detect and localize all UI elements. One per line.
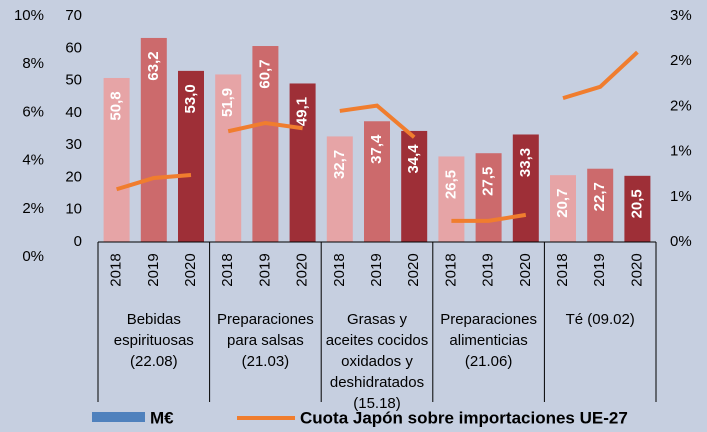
bar <box>103 77 130 242</box>
group-label: Preparaciones <box>440 311 537 328</box>
bar <box>215 74 242 243</box>
group-label: (21.06) <box>465 353 513 370</box>
bar <box>550 175 576 242</box>
value-label: 50,8 <box>108 91 125 120</box>
value-label: 26,5 <box>442 170 459 199</box>
value-label: 37,4 <box>368 134 385 164</box>
y-tick-label: 10 <box>65 201 82 218</box>
bar <box>624 175 651 242</box>
value-label: 63,2 <box>145 51 162 80</box>
x-tick-label: 2020 <box>517 253 534 286</box>
y3-tick-label: 2% <box>22 200 44 217</box>
y2-tick-label: 1% <box>670 188 692 205</box>
y2-tick-label: 0% <box>670 233 692 250</box>
group-label: deshidratados <box>330 374 424 391</box>
y3-tick-label: 0% <box>22 248 44 265</box>
bar <box>438 156 465 242</box>
bar <box>326 136 353 242</box>
y3-tick-label: 10% <box>14 7 44 24</box>
y3-tick-label: 8% <box>22 55 44 72</box>
x-tick-label: 2018 <box>442 253 459 286</box>
group-label: alimenticias <box>449 332 527 349</box>
value-label: 51,9 <box>219 88 236 117</box>
bar <box>140 37 167 242</box>
group-label: espirituosas <box>114 332 194 349</box>
x-tick-label: 2019 <box>145 253 162 286</box>
y-tick-label: 0 <box>74 233 82 250</box>
bar <box>475 153 502 242</box>
value-label: 27,5 <box>480 167 497 196</box>
group-label: (15.18) <box>353 395 401 412</box>
x-tick-label: 2020 <box>294 253 311 286</box>
y-tick-label: 40 <box>65 104 82 121</box>
bar <box>587 168 614 242</box>
y3-tick-label: 6% <box>22 103 44 120</box>
value-label: 20,7 <box>554 189 571 218</box>
x-tick-label: 2018 <box>219 253 236 286</box>
group-label: Bebidas <box>127 311 181 328</box>
group-label: Té (09.02) <box>566 311 635 328</box>
x-tick-label: 2018 <box>108 253 125 286</box>
y-tick-label: 30 <box>65 136 82 153</box>
y3-tick-label: 4% <box>22 152 44 169</box>
bar <box>364 121 390 242</box>
legend-label: Cuota Japón sobre importaciones UE-27 <box>300 408 628 427</box>
y-tick-label: 20 <box>65 168 82 185</box>
legend-swatch <box>92 412 145 422</box>
group-label: oxidados y <box>341 353 413 370</box>
bar <box>512 134 539 242</box>
x-tick-label: 2019 <box>480 253 497 286</box>
bar <box>289 83 316 242</box>
x-tick-label: 2019 <box>591 253 608 286</box>
group-label: Grasas y <box>347 311 408 328</box>
y2-tick-label: 2% <box>670 97 692 114</box>
x-tick-label: 2018 <box>554 253 571 286</box>
bar <box>401 130 428 242</box>
group-label: (21.03) <box>242 353 290 370</box>
group-label: (22.08) <box>130 353 178 370</box>
y2-tick-label: 1% <box>670 143 692 160</box>
y-tick-label: 70 <box>65 7 82 24</box>
bar <box>178 70 204 242</box>
group-label: aceites cocidos <box>326 332 429 349</box>
x-tick-label: 2020 <box>628 253 645 286</box>
line <box>116 172 192 192</box>
y-tick-label: 50 <box>65 72 82 89</box>
value-label: 33,3 <box>517 148 534 177</box>
value-label: 22,7 <box>591 182 608 211</box>
value-label: 20,5 <box>628 189 645 218</box>
value-label: 34,4 <box>405 144 422 174</box>
line <box>227 120 303 134</box>
value-label: 53,0 <box>182 84 199 113</box>
y2-tick-label: 2% <box>670 52 692 69</box>
value-label: 60,7 <box>256 59 273 88</box>
line <box>562 50 639 101</box>
y-tick-label: 60 <box>65 39 82 56</box>
value-label: 32,7 <box>331 150 348 179</box>
value-label: 49,1 <box>294 97 311 126</box>
bar <box>252 46 279 243</box>
line <box>451 212 527 223</box>
x-tick-label: 2018 <box>331 253 348 286</box>
x-tick-label: 2019 <box>368 253 385 286</box>
group-label: Preparaciones <box>217 311 314 328</box>
legend-label: M€ <box>150 408 174 427</box>
x-tick-label: 2020 <box>182 253 199 286</box>
x-tick-label: 2020 <box>405 253 422 286</box>
y2-tick-label: 3% <box>670 7 692 24</box>
x-tick-label: 2019 <box>256 253 273 286</box>
line <box>339 103 416 139</box>
group-label: para salsas <box>227 332 304 349</box>
